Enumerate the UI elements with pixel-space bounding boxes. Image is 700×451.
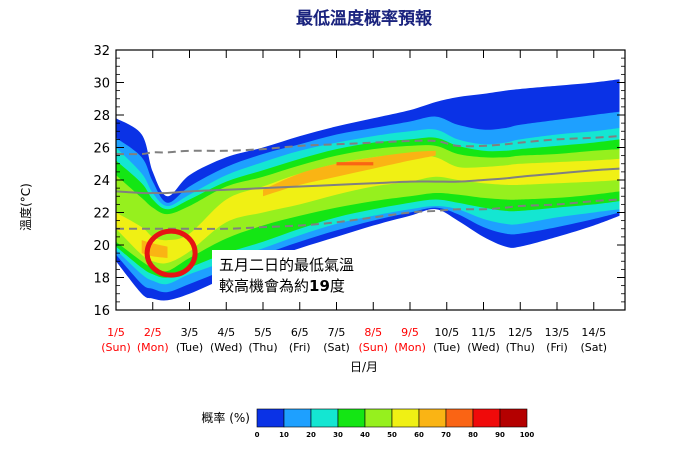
annotation-value: 19 xyxy=(309,277,330,295)
x-tick-day-label: (Wed) xyxy=(467,341,500,354)
percentile-line-1 xyxy=(115,135,620,156)
x-tick-day-label: (Sun) xyxy=(358,341,388,354)
annotation-line1: 五月二日的最低氣溫 xyxy=(219,256,354,274)
y-tick-label: 32 xyxy=(93,44,110,59)
legend-swatch xyxy=(472,408,501,428)
annotation-line2: 較高機會為約19度 xyxy=(219,277,345,295)
x-tick-day-label: (Thu) xyxy=(248,341,277,354)
legend-swatch xyxy=(391,408,420,428)
x-tick-date-label: 12/5 xyxy=(508,326,533,339)
highlight-circle xyxy=(144,228,198,278)
percentile-line-2 xyxy=(115,167,620,195)
x-tick-date-label: 2/5 xyxy=(144,326,162,339)
highlight-group xyxy=(144,228,198,278)
y-tick-label: 30 xyxy=(93,77,110,92)
x-tick-date-label: 14/5 xyxy=(581,326,606,339)
y-axis-label: 溫度(°C) xyxy=(18,183,33,231)
legend-tick-label: 50 xyxy=(387,431,397,439)
legend-swatch xyxy=(445,408,474,428)
y-tick-label: 24 xyxy=(93,174,110,189)
legend-tick-label: 30 xyxy=(333,431,343,439)
x-tick-date-label: 3/5 xyxy=(181,326,199,339)
legend-tick-label: 20 xyxy=(306,431,316,439)
probability-band-50 xyxy=(116,154,620,264)
x-tick-date-label: 7/5 xyxy=(328,326,346,339)
percentile-lines xyxy=(115,135,620,230)
legend-tick-label: 10 xyxy=(279,431,289,439)
legend-tick-label: 0 xyxy=(255,431,260,439)
annotation: 五月二日的最低氣溫 較高機會為約19度 xyxy=(212,250,384,298)
x-tick-date-label: 4/5 xyxy=(217,326,235,339)
x-tick-date-label: 8/5 xyxy=(364,326,382,339)
probability-band-70 xyxy=(336,162,374,166)
legend-label: 概率 (%) xyxy=(201,410,250,425)
y-tick-label: 26 xyxy=(93,142,110,157)
legend-swatch xyxy=(283,408,312,428)
legend-swatch xyxy=(364,408,393,428)
x-tick-date-label: 13/5 xyxy=(545,326,570,339)
legend-swatch xyxy=(256,408,285,428)
x-tick-day-label: (Fri) xyxy=(289,341,311,354)
legend-tick-label: 100 xyxy=(520,431,535,439)
legend-swatch xyxy=(310,408,339,428)
axes: 16 18 20 22 24 26 28 30 32 1/5 (Sun) 2/5 (Mon) 3/5 (Tu… xyxy=(93,44,626,354)
percentile-line-3 xyxy=(116,198,620,230)
x-tick-day-label: (Sat) xyxy=(323,341,350,354)
legend-swatch xyxy=(337,408,366,428)
x-tick-day-label: (Wed) xyxy=(210,341,243,354)
y-tick-label: 18 xyxy=(93,272,110,287)
y-tick-label: 22 xyxy=(93,207,110,222)
x-tick-day-label: (Thu) xyxy=(506,341,535,354)
chart-title: 最低溫度概率預報 xyxy=(296,8,433,29)
x-tick-date-label: 1/5 xyxy=(107,326,125,339)
legend-swatch xyxy=(499,408,528,428)
x-tick-day-label: (Tue) xyxy=(433,341,460,354)
legend-tick-label: 90 xyxy=(495,431,505,439)
x-tick-day-label: (Mon) xyxy=(394,341,426,354)
x-tick-date-label: 9/5 xyxy=(401,326,419,339)
x-tick-day-label: (Sun) xyxy=(101,341,131,354)
x-tick-day-label: (Sat) xyxy=(580,341,607,354)
x-tick-day-label: (Tue) xyxy=(176,341,203,354)
legend-tick-label: 80 xyxy=(468,431,478,439)
y-tick-label: 28 xyxy=(93,109,110,124)
annotation-box xyxy=(212,250,384,298)
y-tick-label: 16 xyxy=(93,304,110,319)
x-tick-day-label: (Fri) xyxy=(546,341,568,354)
legend-swatch xyxy=(418,408,447,428)
x-tick-date-label: 11/5 xyxy=(471,326,496,339)
probability-band-60-1 xyxy=(263,150,436,197)
x-tick-date-label: 10/5 xyxy=(434,326,459,339)
legend-tick-label: 70 xyxy=(441,431,451,439)
probability-bands xyxy=(116,79,620,301)
x-tick-day-label: (Mon) xyxy=(137,341,169,354)
legend-tick-label: 60 xyxy=(414,431,424,439)
legend-tick-label: 40 xyxy=(360,431,370,439)
x-tick-date-label: 6/5 xyxy=(291,326,309,339)
annotation-line2-prefix: 較高機會為約 xyxy=(219,277,309,295)
x-tick-date-label: 5/5 xyxy=(254,326,272,339)
y-tick-label: 20 xyxy=(93,239,110,254)
color-legend: 概率 (%) 0 10 20 30 40 50 60 70 80 90 100 xyxy=(201,408,535,439)
annotation-line2-suffix: 度 xyxy=(330,277,345,295)
x-axis-label: 日/月 xyxy=(350,360,378,374)
